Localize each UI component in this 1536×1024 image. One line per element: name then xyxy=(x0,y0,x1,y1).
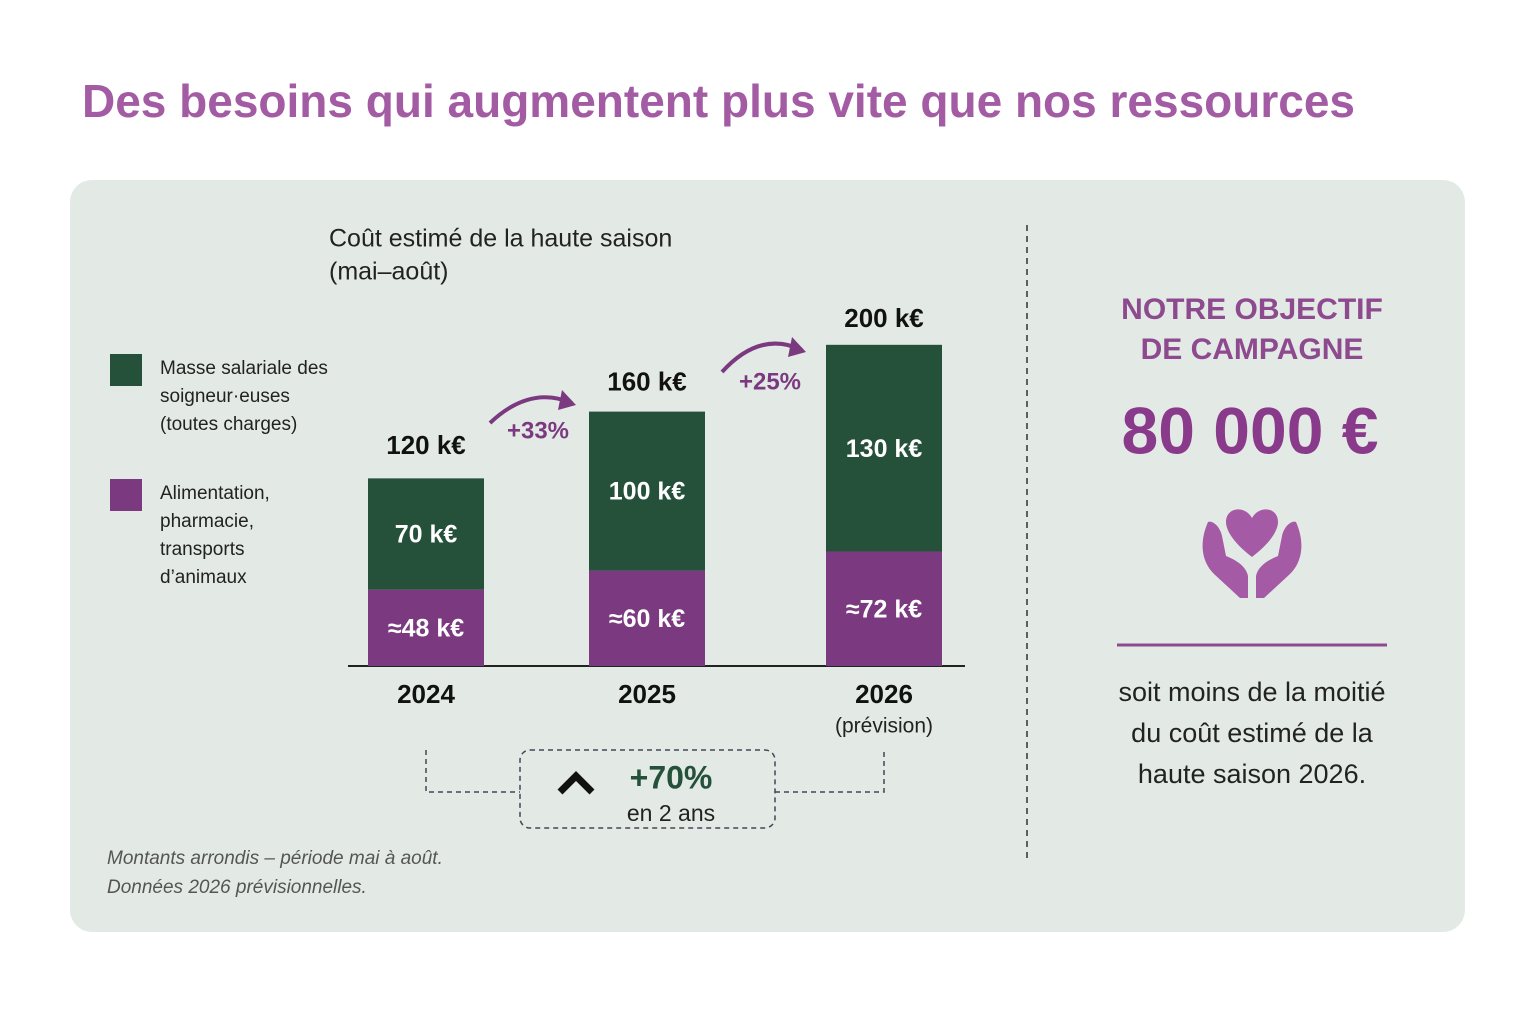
value-label: 130 k€ xyxy=(846,435,923,463)
legend-label: Alimentation, pharmacie, transports d’an… xyxy=(160,483,270,588)
x-tick-label: 2025 xyxy=(618,679,676,709)
note: Montants arrondis – période mai à août. xyxy=(107,848,443,869)
objective-description: haute saison 2026. xyxy=(1138,759,1366,789)
legend-item: Alimentation, pharmacie, transports d’an… xyxy=(110,479,290,592)
bar-segment xyxy=(826,344,942,552)
bracket xyxy=(425,750,885,793)
objective-description: soit moins de la moitié xyxy=(1118,677,1385,707)
arrow-head xyxy=(558,390,576,410)
legend-item: Masse salariale des soigneur·euses (tout… xyxy=(110,354,340,439)
total-label: 160 k€ xyxy=(607,366,687,396)
chart-subtitle: (mai–août) xyxy=(329,258,449,286)
growth-label: +33% xyxy=(507,417,569,444)
growth-box xyxy=(519,749,776,829)
legend-swatch xyxy=(110,354,142,386)
page-title: Des besoins qui augmentent plus vite que… xyxy=(82,75,1355,127)
chart-title: Coût estimé de la haute saison xyxy=(329,225,672,253)
value-label: ≈48 k€ xyxy=(388,614,464,642)
value-label: 100 k€ xyxy=(609,478,686,506)
value-label: ≈60 k€ xyxy=(609,605,685,633)
x-tick-label: 2026 xyxy=(855,679,913,709)
card xyxy=(70,180,1465,932)
value-label: 70 k€ xyxy=(395,521,458,549)
total-label: 200 k€ xyxy=(844,303,924,333)
bar-segment xyxy=(826,551,942,666)
value-label: ≈72 k€ xyxy=(846,595,922,623)
note: Données 2026 prévisionnelles. xyxy=(107,877,367,898)
objective-heading: DE CAMPAGNE xyxy=(1141,333,1364,366)
objective-description: du coût estimé de la xyxy=(1131,718,1374,748)
bar-segment xyxy=(368,589,484,666)
growth-label: +25% xyxy=(739,368,801,395)
bar-segment xyxy=(368,478,484,590)
forecast-note: (prévision) xyxy=(835,715,933,738)
overall-growth-value: +70% xyxy=(630,759,713,795)
up-icon xyxy=(557,771,595,795)
overall-growth-label: en 2 ans xyxy=(627,800,715,826)
heart-hands-icon xyxy=(1202,509,1302,598)
legend-swatch xyxy=(110,479,142,511)
objective-heading: NOTRE OBJECTIF xyxy=(1121,293,1383,326)
bar-segment xyxy=(589,411,705,571)
x-tick-label: 2024 xyxy=(397,679,455,709)
bar-segment xyxy=(589,570,705,666)
arrow-head xyxy=(788,337,806,357)
objective-amount: 80 000 € xyxy=(1122,393,1379,467)
total-label: 120 k€ xyxy=(386,430,466,460)
legend-label: Masse salariale des soigneur·euses (tout… xyxy=(160,358,328,435)
